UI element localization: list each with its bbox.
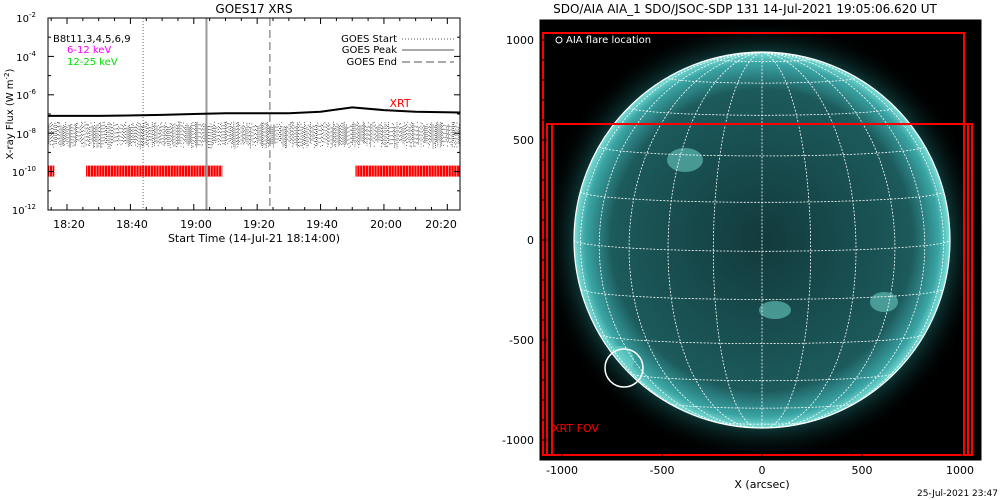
solar-disk	[574, 52, 950, 428]
y-tick-label: 10-4	[16, 50, 36, 64]
heliographic-grid	[573, 51, 951, 429]
active-region	[870, 292, 898, 312]
goes-channel-legend: B8t11,3,4,5,6,9 6-12 keV 12-25 keV	[53, 34, 131, 68]
legend-goes-end: GOES End	[347, 57, 397, 68]
grid-line	[579, 51, 763, 423]
grid-line	[712, 58, 812, 63]
goes-x-tick-labels: 18:20 18:40 19:00 19:20 19:40 20:00 20:2…	[53, 218, 457, 231]
grid-line	[580, 288, 944, 300]
grid-line	[667, 51, 763, 429]
goes-flux-line	[48, 106, 460, 117]
flare-location-circle	[604, 348, 644, 388]
y-tick-label: 10-6	[16, 88, 36, 102]
aia-title: SDO/AIA AIA_1 SDO/JSOC-SDP 131 14-Jul-20…	[553, 2, 937, 16]
x-tick-label: 1000	[946, 464, 974, 477]
aia-x-tick-labels: -1000 -500 0 500 1000	[546, 464, 974, 477]
aia-panel: SDO/AIA AIA_1 SDO/JSOC-SDP 131 14-Jul-20…	[502, 2, 984, 491]
grid-line	[761, 51, 945, 423]
x-tick-label: 20:00	[370, 218, 402, 231]
goes-x-axis-label: Start Time (14-Jul-21 18:14:00)	[168, 232, 340, 245]
grid-line	[580, 191, 944, 203]
legend-goes-peak: GOES Peak	[342, 45, 397, 56]
x-tick-label: 19:20	[243, 218, 275, 231]
goes-x-ticks	[50, 18, 448, 210]
x-tick-label: 18:40	[116, 218, 148, 231]
aia-y-tick-labels: 1000 500 0 -500 -1000	[502, 34, 534, 447]
x-tick-label: 0	[759, 464, 766, 477]
legend-channels: B8t11,3,4,5,6,9	[53, 34, 131, 45]
grid-line	[668, 402, 856, 409]
goes-y-tick-labels: 10-2 10-4 10-6 10-8 10-10 10-12	[12, 11, 37, 217]
xrt-coverage-bar	[355, 165, 460, 177]
y-tick-label: 10-2	[16, 11, 36, 25]
grid-line	[761, 51, 812, 429]
grid-line	[598, 146, 926, 157]
goes-y-axis-label: X-ray Flux (W m-2)	[3, 68, 16, 159]
grid-line	[628, 107, 896, 116]
x-tick-label: -1000	[546, 464, 578, 477]
xrt-coverage-bar	[86, 165, 223, 177]
flare-legend-symbol	[555, 36, 563, 44]
grid-line	[761, 51, 857, 429]
goes-y-ticks	[48, 17, 460, 211]
grid-line	[761, 51, 896, 428]
xrt-label: XRT	[389, 97, 410, 110]
y-tick-label: 10-10	[12, 165, 36, 179]
x-tick-label: 19:00	[180, 218, 212, 231]
x-tick-label: 18:20	[53, 218, 85, 231]
goes-marker-legend: GOES Start GOES Peak GOES End	[341, 34, 454, 68]
legend-6-12kev: 6-12 keV	[67, 45, 111, 56]
y-tick-label: 500	[513, 134, 534, 147]
active-region	[667, 148, 703, 172]
grid-line	[573, 239, 951, 252]
goes-noise-scatter	[48, 121, 460, 150]
xrt-fov-boxes	[542, 32, 973, 456]
grid-line	[761, 51, 926, 427]
y-tick-label: 10-12	[12, 203, 36, 217]
grid-line	[598, 51, 763, 427]
limb-circle	[573, 51, 951, 429]
grid-line	[667, 77, 857, 84]
x-tick-label: 500	[852, 464, 873, 477]
y-tick-label: 10-8	[16, 127, 36, 141]
grid-line	[712, 51, 763, 429]
goes-panel: GOES17 XRS 10-2 10-4 10-6 10-8 10-10 10-…	[3, 2, 461, 245]
grid-line	[629, 373, 895, 382]
goes-data-layer	[48, 18, 460, 210]
legend-12-25kev: 12-25 keV	[67, 57, 118, 68]
legend-goes-start: GOES Start	[341, 34, 397, 45]
aia-ticks	[540, 20, 981, 460]
grid-line	[599, 333, 925, 344]
x-tick-label: -500	[650, 464, 675, 477]
x-tick-label: 20:20	[425, 218, 457, 231]
y-tick-label: 1000	[506, 34, 534, 47]
flare-legend-label: AIA flare location	[566, 35, 651, 46]
xrt-coverage-bars	[48, 165, 460, 177]
grid-line	[628, 51, 763, 428]
grid-line	[714, 421, 810, 425]
active-region	[759, 301, 791, 319]
goes-title: GOES17 XRS	[215, 2, 292, 16]
footer-timestamp: 25-Jul-2021 23:47	[917, 489, 998, 499]
xrt-fov-inner	[546, 123, 973, 456]
x-tick-label: 19:40	[306, 218, 338, 231]
aia-x-axis-label: X (arcsec)	[734, 478, 789, 491]
y-tick-label: -500	[509, 334, 534, 347]
y-tick-label: -1000	[502, 434, 534, 447]
xrt-fov-label: XRT FOV	[552, 422, 599, 435]
y-tick-label: 0	[527, 234, 534, 247]
